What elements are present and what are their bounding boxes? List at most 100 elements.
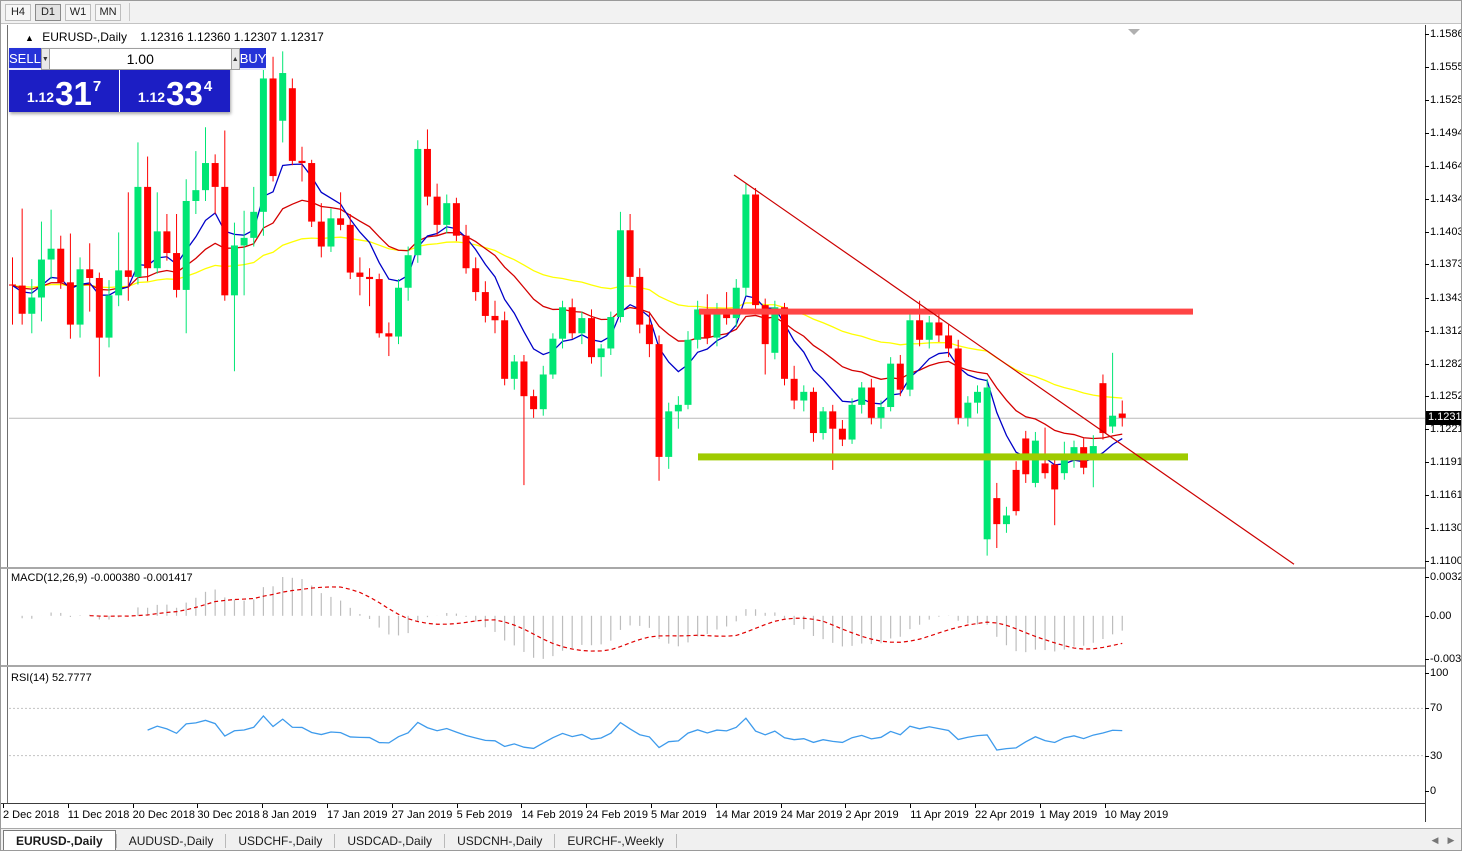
price-tick-label: 1.14340 <box>1430 192 1461 205</box>
candle-body <box>993 498 1001 525</box>
date-tick <box>132 804 134 808</box>
chart-tab-eurchf[interactable]: EURCHF-,Weekly <box>567 834 664 848</box>
candle-body <box>848 404 856 440</box>
chart-ohlc-values: 1.12316 1.12360 1.12307 1.12317 <box>140 30 324 44</box>
macd-signal-line <box>89 586 1123 652</box>
candle-body <box>935 322 943 336</box>
candle-body <box>983 387 991 540</box>
candle-body <box>414 148 422 256</box>
axis-tick <box>1425 297 1429 299</box>
volume-increase-button[interactable]: ▲ <box>230 48 240 70</box>
candle-body <box>665 411 673 457</box>
candle-body <box>472 268 480 293</box>
tab-separator <box>554 834 556 848</box>
candle-body <box>18 285 26 314</box>
candle-body <box>858 387 866 405</box>
date-tick-label: 20 Dec 2018 <box>132 809 195 821</box>
timeframe-toolbar: H4 D1 W1 MN <box>1 1 1461 24</box>
price-tick-label: 1.12820 <box>1430 357 1461 370</box>
date-tick <box>975 804 976 808</box>
candle-body <box>771 307 779 353</box>
axis-tick <box>1425 34 1429 35</box>
buy-button[interactable]: BUY <box>239 48 267 70</box>
date-tick <box>262 804 264 808</box>
price-tick-label: 1.15250 <box>1430 94 1461 107</box>
candle-body <box>906 320 914 390</box>
sell-button[interactable]: SELL <box>9 48 41 70</box>
chart-tab-eurusd[interactable]: EURUSD-,Daily <box>3 830 116 850</box>
date-tick-label: 2 Apr 2019 <box>845 809 899 821</box>
ma-slow-line <box>12 236 1123 399</box>
date-tick <box>780 804 782 808</box>
candle-body <box>539 374 547 410</box>
candle-body <box>887 363 895 408</box>
macd-label: MACD(12,26,9) -0.000380 -0.001417 <box>11 572 193 584</box>
candle-body <box>510 361 518 379</box>
trendline-object[interactable] <box>733 174 1295 565</box>
candle-body <box>1051 464 1059 490</box>
date-tick-label: 5 Mar 2019 <box>651 809 707 821</box>
axis-tick <box>1425 462 1429 464</box>
trade-panel-controls: SELL ▼ ▲ BUY <box>9 48 267 70</box>
rsi-label: RSI(14) 52.7777 <box>11 672 92 684</box>
axis-tick <box>1425 330 1429 332</box>
window-collapse-icon[interactable]: ▲ <box>25 33 34 43</box>
date-axis[interactable]: 2 Dec 2018 11 Dec 2018 20 Dec 2018 30 Dec 2… <box>1 803 1425 829</box>
candle-body <box>9 284 16 286</box>
candle-body <box>317 221 325 247</box>
main-price-chart[interactable] <box>1 25 1425 568</box>
candle-body <box>1012 469 1020 512</box>
chart-tab-usdchf[interactable]: USDCHF-,Daily <box>238 834 323 848</box>
candle-body <box>250 211 258 238</box>
tab-scroll-left-icon[interactable]: ◀ <box>1431 835 1439 845</box>
candle-body <box>404 255 412 288</box>
macd-indicator-chart[interactable] <box>1 569 1425 665</box>
rsi-window-splitter[interactable] <box>1 665 1425 667</box>
macd-window-splitter[interactable] <box>1 567 1425 569</box>
candle-body <box>144 186 152 269</box>
resistance-line-object[interactable] <box>699 308 1193 315</box>
candle-body <box>819 411 827 434</box>
scroll-to-end-marker-icon[interactable] <box>1128 29 1140 35</box>
price-tick-label: 1.13125 <box>1430 324 1461 337</box>
timeframe-button-mn[interactable]: MN <box>95 3 121 21</box>
candle-body <box>1099 383 1107 434</box>
sell-price-display[interactable]: 1.12 31 7 <box>9 70 119 112</box>
axis-tick <box>1425 133 1429 135</box>
axis-tick <box>1425 198 1429 200</box>
sell-price-pipette: 7 <box>92 78 102 95</box>
chart-tab-usdcnh[interactable]: USDCNH-,Daily <box>457 834 543 848</box>
candle-body <box>896 363 904 390</box>
candle-body <box>366 276 374 280</box>
date-tick <box>67 804 69 808</box>
price-tick-label: 1.15555 <box>1430 61 1461 74</box>
axis-tick <box>1425 396 1429 398</box>
candle-body <box>1118 413 1126 418</box>
candle-body <box>809 391 817 434</box>
axis-tick <box>1425 708 1429 710</box>
chart-tab-usdcad[interactable]: USDCAD-,Daily <box>347 834 433 848</box>
candle-body <box>308 163 316 222</box>
timeframe-button-w1[interactable]: W1 <box>65 3 91 21</box>
candle-body <box>202 163 209 191</box>
support-line-object[interactable] <box>698 453 1188 461</box>
chart-tab-audusd[interactable]: AUDUSD-,Daily <box>128 834 214 848</box>
timeframe-button-h4[interactable]: H4 <box>5 3 31 21</box>
rsi-indicator-chart[interactable] <box>1 667 1425 803</box>
tab-scroll-right-icon[interactable]: ▶ <box>1447 835 1455 845</box>
candle-body <box>173 253 181 290</box>
axis-tick <box>1425 615 1429 617</box>
timeframe-button-d1[interactable]: D1 <box>35 3 61 21</box>
chart-window: ▲ EURUSD-,Daily 1.12316 1.12360 1.12307 … <box>1 24 1461 850</box>
chart-title: ▲ EURUSD-,Daily 1.12316 1.12360 1.12307 … <box>25 30 324 44</box>
candle-body <box>723 311 731 319</box>
volume-decrease-button[interactable]: ▼ <box>40 48 50 70</box>
buy-price-display[interactable]: 1.12 33 4 <box>120 70 230 112</box>
candle-body <box>761 305 769 345</box>
chart-symbol-label: EURUSD-,Daily <box>42 30 127 44</box>
volume-input[interactable] <box>49 48 231 70</box>
candle-body <box>954 348 962 418</box>
candle-body <box>221 186 229 296</box>
axis-tick <box>1425 363 1429 365</box>
rsi-line <box>147 714 1123 751</box>
